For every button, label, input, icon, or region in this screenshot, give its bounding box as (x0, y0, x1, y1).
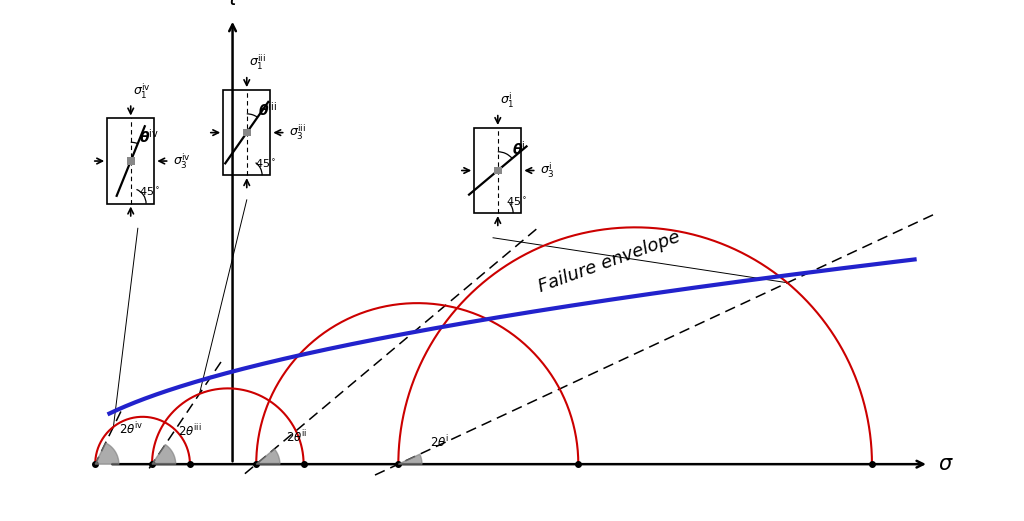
Text: $2\theta^{\mathrm{ii}}$: $2\theta^{\mathrm{ii}}$ (286, 429, 307, 445)
Text: $2\theta^{\mathrm{iv}}$: $2\theta^{\mathrm{iv}}$ (119, 421, 143, 437)
Text: $\tau$: $\tau$ (225, 0, 240, 9)
Bar (243, 129, 251, 137)
Polygon shape (256, 449, 280, 464)
Polygon shape (398, 454, 422, 464)
Text: 45$^\circ$: 45$^\circ$ (506, 196, 527, 208)
Polygon shape (152, 444, 176, 464)
Text: $\boldsymbol{\theta}^{\mathrm{iv}}$: $\boldsymbol{\theta}^{\mathrm{iv}}$ (139, 128, 159, 146)
Bar (127, 157, 134, 165)
Bar (474, 128, 521, 213)
Text: Failure envelope: Failure envelope (536, 228, 683, 296)
Text: 45$^\circ$: 45$^\circ$ (255, 158, 276, 170)
Text: $\sigma_3^{\mathrm{iv}}$: $\sigma_3^{\mathrm{iv}}$ (173, 151, 191, 171)
Text: $\boldsymbol{\theta}^{\mathrm{iii}}$: $\boldsymbol{\theta}^{\mathrm{iii}}$ (258, 101, 276, 118)
Bar (108, 118, 155, 204)
Text: $\sigma_1^{\mathrm{iii}}$: $\sigma_1^{\mathrm{iii}}$ (249, 53, 266, 72)
Text: $\sigma_1^{\mathrm{i}}$: $\sigma_1^{\mathrm{i}}$ (500, 91, 515, 110)
Text: $2\theta^{\mathrm{iii}}$: $2\theta^{\mathrm{iii}}$ (178, 424, 202, 439)
Polygon shape (95, 443, 119, 464)
Text: $\sigma$: $\sigma$ (938, 454, 954, 474)
Text: $\sigma_3^{\mathrm{iii}}$: $\sigma_3^{\mathrm{iii}}$ (290, 123, 306, 142)
Text: 45$^\circ$: 45$^\circ$ (139, 186, 161, 199)
Bar (494, 167, 502, 175)
Text: $\sigma_3^{\mathrm{i}}$: $\sigma_3^{\mathrm{i}}$ (541, 161, 555, 180)
Text: $\boldsymbol{\theta}^{\mathrm{i}}$: $\boldsymbol{\theta}^{\mathrm{i}}$ (512, 140, 525, 157)
Text: $\sigma_1^{\mathrm{iv}}$: $\sigma_1^{\mathrm{iv}}$ (133, 81, 151, 101)
Bar (223, 90, 270, 175)
Text: $2\theta^{\mathrm{i}}$: $2\theta^{\mathrm{i}}$ (430, 435, 450, 450)
